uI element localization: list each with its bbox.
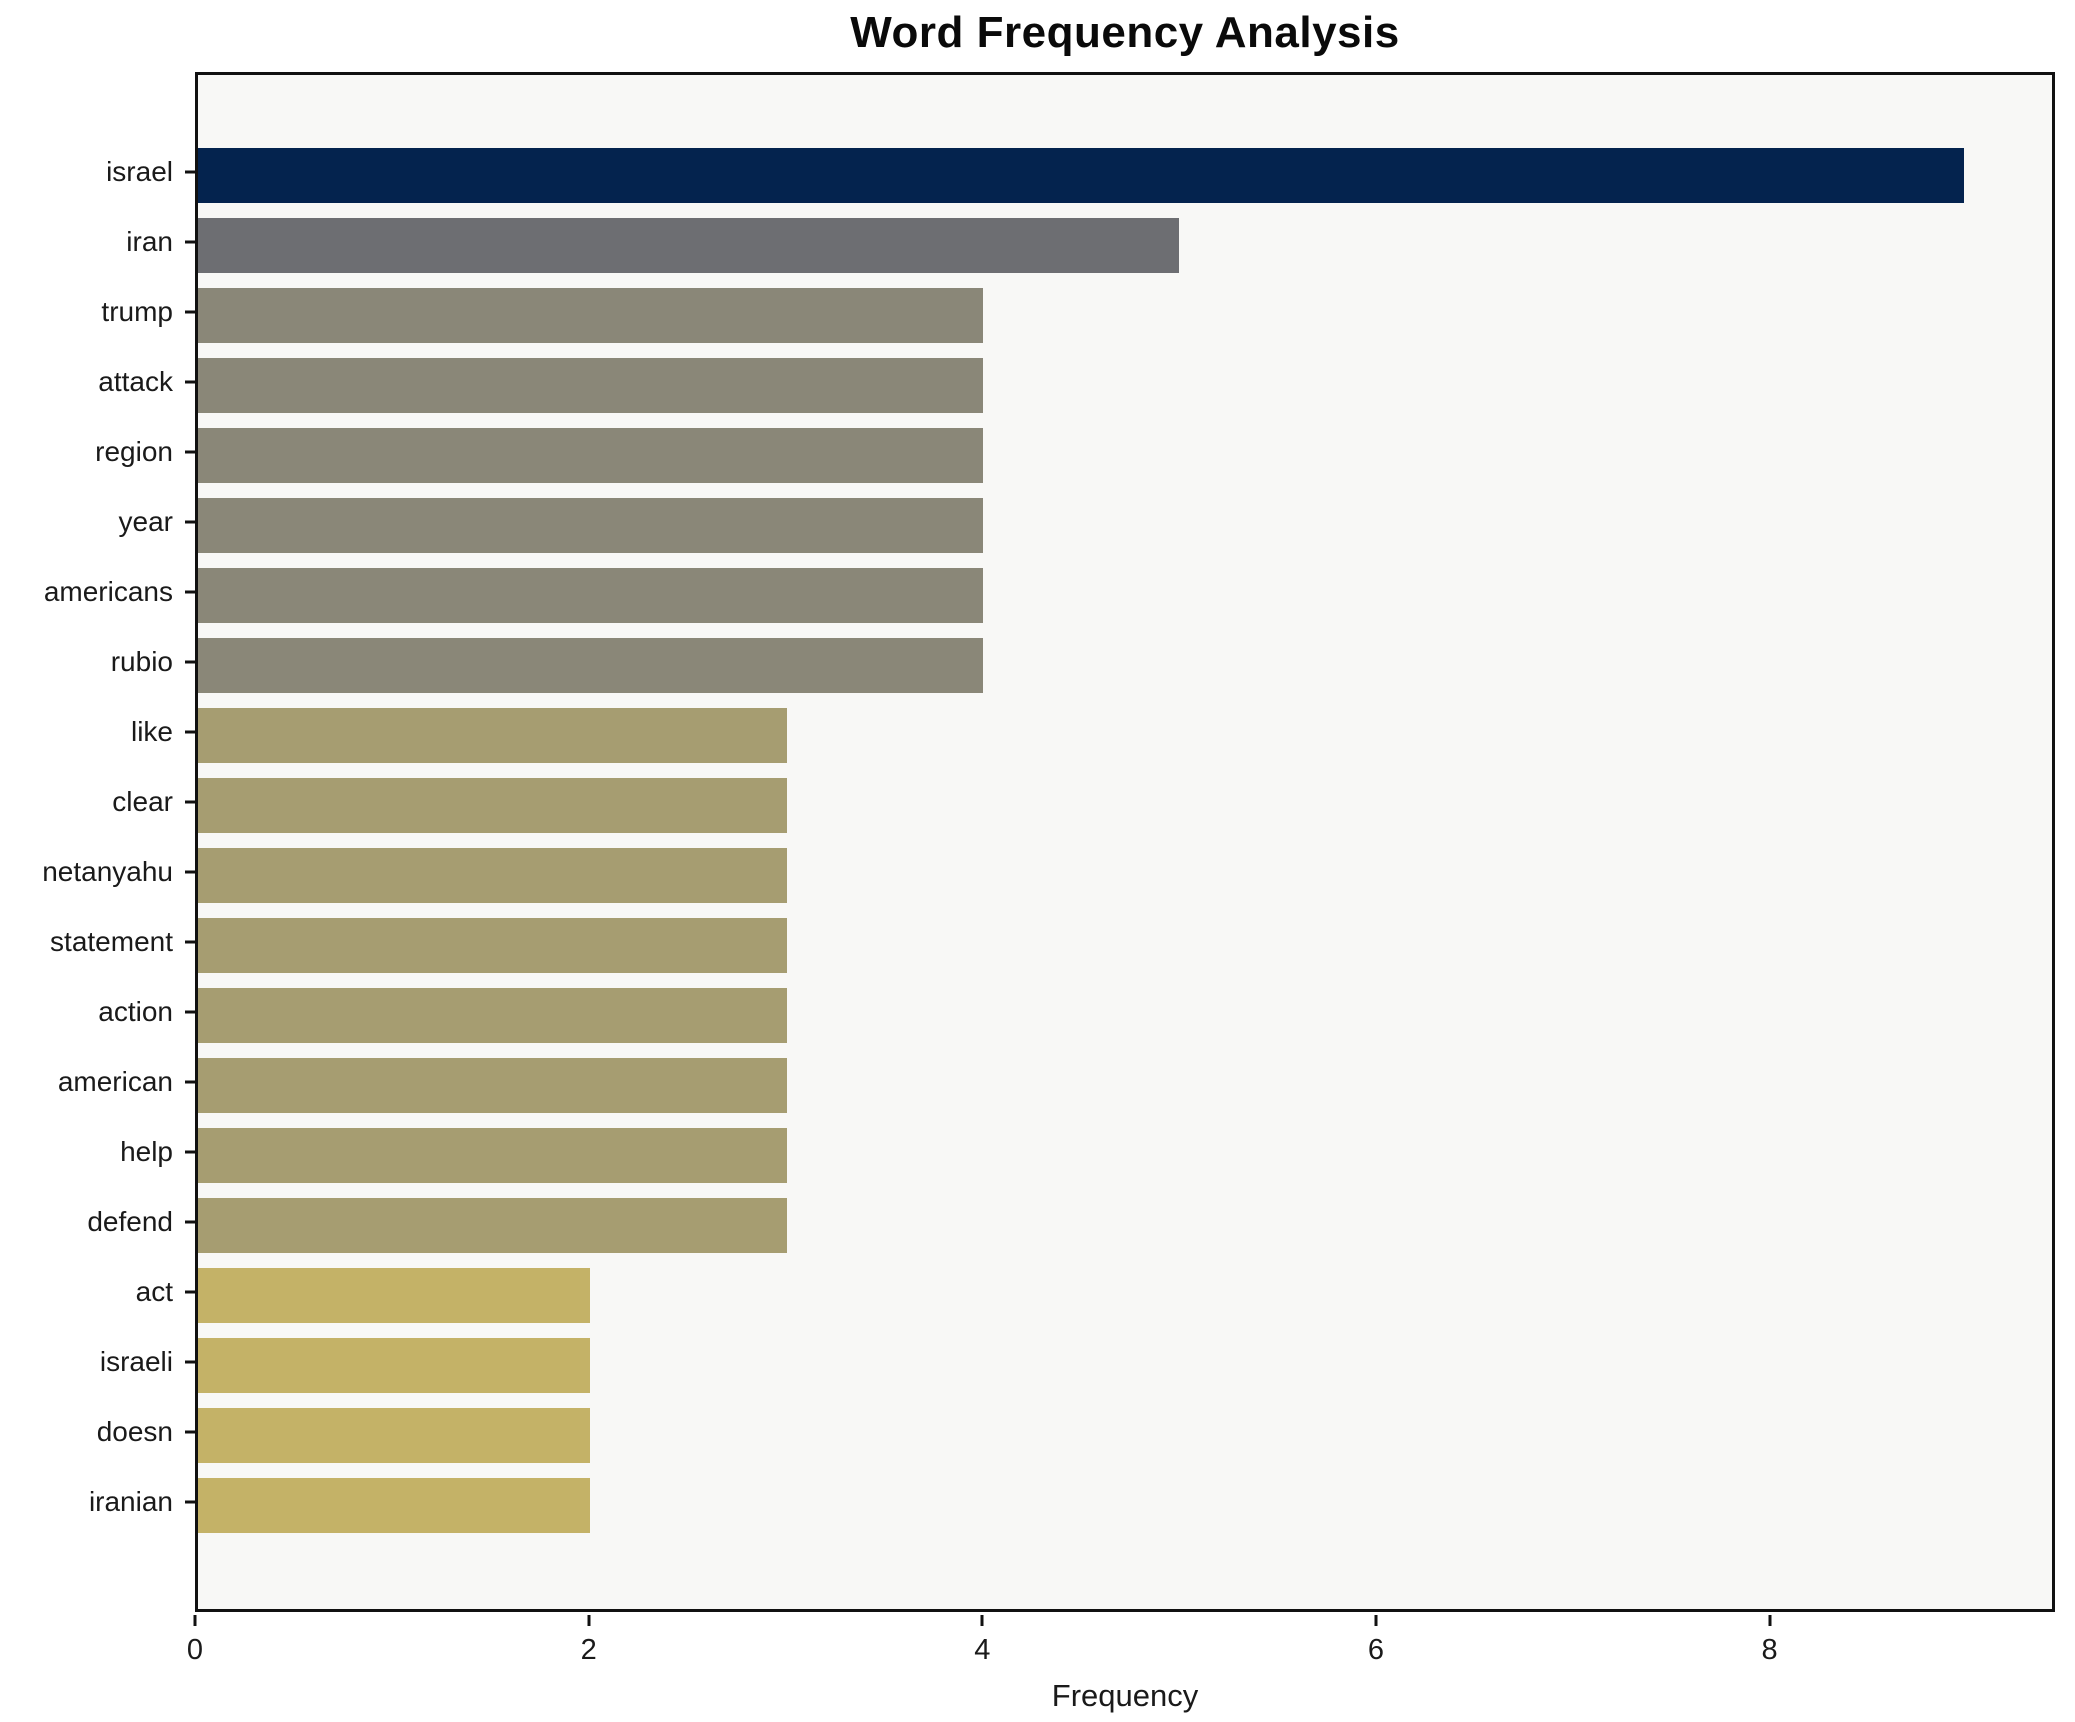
bar-like xyxy=(198,707,787,763)
y-tick-label-netanyahu: netanyahu xyxy=(42,856,173,887)
x-tick-mark xyxy=(1768,1615,1772,1626)
bar-israel xyxy=(198,147,1964,203)
bar-row-american xyxy=(198,1050,2052,1120)
y-tick-mark xyxy=(185,1150,195,1154)
y-tick-mark xyxy=(185,1220,195,1224)
y-tick-label-action: action xyxy=(98,996,173,1027)
y-tick-mark xyxy=(185,240,195,244)
y-tick-label-defend: defend xyxy=(87,1206,173,1237)
y-tick-mark xyxy=(185,380,195,384)
x-axis-title: Frequency xyxy=(1051,1678,1199,1713)
bar-row-year xyxy=(198,490,2052,560)
x-tick-label-2: 2 xyxy=(580,1634,597,1666)
bar-defend xyxy=(198,1197,787,1253)
bar-act xyxy=(198,1267,591,1323)
y-tick-label-region: region xyxy=(95,436,173,467)
bar-row-clear xyxy=(198,770,2052,840)
y-tick-label-doesn: doesn xyxy=(96,1416,173,1447)
x-tick-mark xyxy=(1374,1615,1378,1626)
y-tick-mark xyxy=(185,1290,195,1294)
y-tick-mark xyxy=(185,590,195,594)
bar-row-iran xyxy=(198,210,2052,280)
y-tick-mark xyxy=(185,730,195,734)
bar-row-help xyxy=(198,1120,2052,1190)
bar-row-statement xyxy=(198,910,2052,980)
y-tick-label-help: help xyxy=(120,1136,173,1167)
bar-iran xyxy=(198,217,1179,273)
bar-row-doesn xyxy=(198,1400,2052,1470)
y-tick-label-israeli: israeli xyxy=(99,1346,173,1377)
x-tick-mark xyxy=(980,1615,984,1626)
bar-row-americans xyxy=(198,560,2052,630)
bar-row-rubio xyxy=(198,630,2052,700)
bar-israeli xyxy=(198,1337,591,1393)
bar-row-action xyxy=(198,980,2052,1050)
bar-row-iranian xyxy=(198,1470,2052,1540)
bar-year xyxy=(198,497,983,553)
bars-container xyxy=(198,75,2052,1609)
bar-doesn xyxy=(198,1407,591,1463)
bar-action xyxy=(198,987,787,1043)
y-tick-mark xyxy=(185,800,195,804)
x-axis: 0 2 4 6 8 xyxy=(187,1612,2055,1722)
bar-row-israel xyxy=(198,140,2052,210)
bar-row-defend xyxy=(198,1190,2052,1260)
y-tick-label-statement: statement xyxy=(50,926,173,957)
bar-help xyxy=(198,1127,787,1183)
y-tick-mark xyxy=(185,170,195,174)
bar-row-region xyxy=(198,420,2052,490)
bar-attack xyxy=(198,357,983,413)
y-tick-label-americans: americans xyxy=(43,576,173,607)
y-tick-mark xyxy=(185,1430,195,1434)
x-tick-label-6: 6 xyxy=(1367,1634,1385,1666)
y-tick-mark xyxy=(185,450,195,454)
y-tick-mark xyxy=(185,1010,195,1014)
x-tick-label-8: 8 xyxy=(1761,1634,1778,1666)
y-tick-label-clear: clear xyxy=(112,786,173,817)
y-tick-label-iranian: iranian xyxy=(88,1486,173,1517)
y-tick-label-rubio: rubio xyxy=(110,646,173,677)
y-tick-label-trump: trump xyxy=(101,296,173,327)
y-axis: israel iran trump attack region year americans… xyxy=(0,72,195,1612)
bar-iranian xyxy=(198,1477,591,1533)
plot-area xyxy=(195,72,2055,1612)
y-tick-mark xyxy=(185,1080,195,1084)
bar-row-like xyxy=(198,700,2052,770)
bar-american xyxy=(198,1057,787,1113)
bar-statement xyxy=(198,917,787,973)
y-tick-label-attack: attack xyxy=(98,366,173,397)
y-tick-label-act: act xyxy=(135,1276,173,1307)
y-tick-label-year: year xyxy=(118,506,173,537)
x-tick-label-0: 0 xyxy=(186,1634,204,1666)
y-tick-label-iran: iran xyxy=(126,226,173,257)
bar-clear xyxy=(198,777,787,833)
bar-trump xyxy=(198,287,983,343)
y-tick-mark xyxy=(185,1500,195,1504)
bar-americans xyxy=(198,567,983,623)
bar-row-trump xyxy=(198,280,2052,350)
y-tick-label-like: like xyxy=(130,716,173,747)
bar-region xyxy=(198,427,983,483)
bar-row-act xyxy=(198,1260,2052,1330)
bar-netanyahu xyxy=(198,847,787,903)
y-tick-mark xyxy=(185,1360,195,1364)
chart-title: Word Frequency Analysis xyxy=(850,8,1400,57)
y-tick-mark xyxy=(185,310,195,314)
x-tick-mark xyxy=(193,1615,197,1626)
y-tick-label-israel: israel xyxy=(106,156,173,187)
y-tick-label-american: american xyxy=(57,1066,173,1097)
bar-row-attack xyxy=(198,350,2052,420)
y-tick-mark xyxy=(185,870,195,874)
bar-row-israeli xyxy=(198,1330,2052,1400)
y-tick-mark xyxy=(185,520,195,524)
bar-rubio xyxy=(198,637,983,693)
y-tick-mark xyxy=(185,940,195,944)
bar-row-netanyahu xyxy=(198,840,2052,910)
y-tick-mark xyxy=(185,660,195,664)
x-tick-mark xyxy=(587,1615,591,1626)
x-tick-label-4: 4 xyxy=(974,1634,991,1666)
